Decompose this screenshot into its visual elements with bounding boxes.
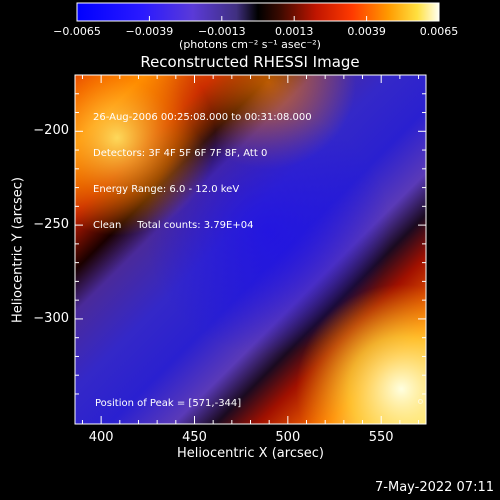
x-tick-label: 550 <box>368 430 394 445</box>
heatmap-image <box>75 75 426 424</box>
colorbar-tick-label: 0.0065 <box>419 25 459 38</box>
annotation-energy: Energy Range: 6.0 - 12.0 keV <box>93 184 240 195</box>
colorbar-ticks <box>76 16 440 21</box>
x-tick-label: 500 <box>275 430 301 445</box>
annotation-time: 26-Aug-2006 00:25:08.000 to 00:31:08.000 <box>93 112 312 123</box>
peak-position-label: Position of Peak = [571,-344] <box>95 398 242 409</box>
colorbar-tick-label: 0.0013 <box>274 25 314 38</box>
peak-point <box>417 398 423 404</box>
y-tick-label: −200 <box>33 123 69 139</box>
x-axis-label: Heliocentric X (arcsec) <box>177 446 324 461</box>
peak-marker <box>417 398 423 404</box>
colorbar-tick-label: −0.0065 <box>53 25 101 38</box>
timestamp: 7-May-2022 07:11 <box>375 480 494 495</box>
colorbar-gradient <box>76 2 440 22</box>
y-tick-label: −250 <box>33 217 69 233</box>
colorbar-tick-label: −0.0039 <box>125 25 174 38</box>
colorbar-tick-label: 0.0039 <box>347 25 386 38</box>
colorbar-unit-label: (photons cm⁻² s⁻¹ asec⁻²) <box>179 38 321 51</box>
chart-title: Reconstructed RHESSI Image <box>140 53 360 71</box>
annotation-detectors: Detectors: 3F 4F 5F 6F 7F 8F, Att 0 <box>93 148 268 159</box>
y-axis-label: Heliocentric Y (arcsec) <box>10 177 26 323</box>
x-tick-label: 450 <box>182 430 207 445</box>
colorbar-tick-label: −0.0013 <box>197 25 246 38</box>
annotation-block: 26-Aug-2006 00:25:08.000 to 00:31:08.000… <box>93 88 312 244</box>
annotation-counts: Clean Total counts: 3.79E+04 <box>93 220 254 231</box>
y-tick-label: −300 <box>33 310 69 326</box>
axis-ticks <box>75 75 426 424</box>
colorbar <box>76 2 440 22</box>
x-tick-label: 400 <box>88 430 114 445</box>
